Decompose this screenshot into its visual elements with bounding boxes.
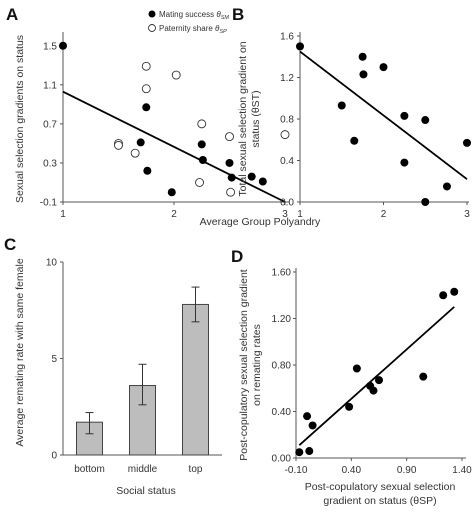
panel-d-ytick-label: 1.20 xyxy=(272,314,292,325)
panel-d-point xyxy=(375,376,383,385)
panel-a-mating-point xyxy=(167,188,176,197)
panel-b-ytick-label: 0.4 xyxy=(280,156,294,167)
panel-d-point xyxy=(439,291,448,300)
panel-b-trendline xyxy=(299,50,468,180)
panel-c-ytick-label: 5 xyxy=(51,354,57,365)
panel-d-xtick-label: -0.10 xyxy=(285,465,308,476)
panel-a-paternity-point xyxy=(141,84,151,94)
panel-b-ytick-label: 0.0 xyxy=(280,198,294,209)
panel-b-ytick-label: 1.6 xyxy=(280,32,294,43)
panel-d-ytick-label: 0.80 xyxy=(272,361,292,372)
panel-a-mating-point xyxy=(143,166,152,175)
panel-b-point xyxy=(296,42,304,51)
panel-a-mating-point xyxy=(142,103,151,112)
panel-a-mating-point xyxy=(198,156,207,165)
panel-b-y-axis-label-line1: Total sexual selection gradient on xyxy=(237,41,249,196)
panel-d-point xyxy=(295,448,304,457)
panel-a-paternity-point xyxy=(197,119,207,129)
panel-b-point xyxy=(350,136,359,145)
panel-a-paternity-point xyxy=(171,70,181,80)
panel-d-point xyxy=(352,364,361,373)
panel-b-point xyxy=(400,111,409,120)
panel-b-point xyxy=(421,198,430,206)
panel-a-xtick-label: 3 xyxy=(282,209,288,220)
panel-b-point xyxy=(421,116,430,125)
panel-c-ytick-label: 10 xyxy=(46,258,58,269)
panel-a-y-axis-label: Sexual selection gradients on status xyxy=(14,35,26,203)
panel-a-ytick-label: 1.1 xyxy=(43,80,57,91)
panel-d-xtick-label: 1.40 xyxy=(452,465,472,476)
panel-d-y-axis-label-line1: Post-copulatory sexual selection gradien… xyxy=(238,269,250,461)
panel-b-xtick-label: 1 xyxy=(297,209,303,220)
panel-d-x-axis-label-line2: gradient on status (θSP) xyxy=(323,495,436,507)
panel-a-legend-paternity-label: Paternity share θSP xyxy=(159,24,227,35)
panel-b-point xyxy=(337,101,346,110)
panel-a-mating-point xyxy=(225,158,234,167)
panel-c-category-label: top xyxy=(189,464,203,475)
panel-b-point xyxy=(379,63,388,72)
panel-a-mating-point xyxy=(258,177,267,186)
panel-d-letter: D xyxy=(231,247,243,266)
panel-b-point xyxy=(463,138,471,147)
panel-d-point xyxy=(419,372,428,381)
panel-a-ytick-label: 0.7 xyxy=(43,119,57,130)
panel-b-point xyxy=(442,182,451,191)
panel-c-bar xyxy=(182,303,209,456)
panel-c-letter: C xyxy=(4,235,16,254)
panel-a-mating-point xyxy=(227,173,236,182)
panel-b-ytick-label: 0.8 xyxy=(280,115,294,126)
panel-a-paternity-point xyxy=(130,148,140,158)
panel-d-point xyxy=(450,287,459,296)
panel-d-y-axis-label-line2: on remating rates xyxy=(251,324,263,406)
panel-a-mating-point xyxy=(136,138,145,147)
panel-d-xtick-label: 0.40 xyxy=(342,465,362,476)
panel-a-ytick-label: 1.5 xyxy=(43,41,57,52)
panel-a-paternity-point xyxy=(225,132,234,142)
panel-c-x-axis-label: Social status xyxy=(116,485,176,497)
panel-a-legend-mating-marker xyxy=(148,10,156,18)
panel-d-xtick-label: 0.90 xyxy=(397,465,417,476)
panel-a-xtick-label: 1 xyxy=(60,209,66,220)
panel-d-ytick-label: 0.00 xyxy=(272,454,292,465)
panel-a-paternity-point xyxy=(195,178,204,187)
panel-a-legend-paternity-marker xyxy=(148,24,156,32)
panel-c-category-label: bottom xyxy=(74,464,105,475)
panel-a-paternity-point xyxy=(114,140,123,150)
panel-a-mating-point xyxy=(247,172,256,181)
panel-d-point xyxy=(345,402,354,411)
panel-a-paternity-point xyxy=(141,61,151,71)
panel-a-x-axis-label: Average Group Polyandry xyxy=(200,216,321,228)
panel-d-point xyxy=(308,421,317,430)
panel-b-point xyxy=(358,52,367,61)
panel-b-y-axis-label-line2: status (θST) xyxy=(250,90,262,147)
panel-d-point xyxy=(303,412,312,421)
panel-a-paternity-point xyxy=(280,130,290,140)
panel-a-ytick-label: -0.1 xyxy=(40,198,58,209)
panel-a-xtick-label: 2 xyxy=(171,209,177,220)
panel-a-mating-point xyxy=(59,41,67,50)
panel-b-ytick-label: 1.2 xyxy=(280,73,294,84)
panel-d-trendline xyxy=(298,306,455,446)
panel-a-trendline xyxy=(62,90,286,203)
panel-a-paternity-point xyxy=(226,187,236,197)
panel-b-point xyxy=(400,158,409,167)
panel-a-legend-mating-label: Mating success θSM xyxy=(159,10,229,21)
panel-d-point xyxy=(369,386,378,395)
panel-c-y-axis-label: Average remating rate with same female xyxy=(14,258,26,446)
panel-d-point xyxy=(305,447,314,456)
panel-a-letter: A xyxy=(6,5,18,24)
panel-d-x-axis-label-line1: Post-copulatory sexual selection xyxy=(305,481,456,493)
panel-d-ytick-label: 0.40 xyxy=(272,407,292,418)
panel-c-category-label: middle xyxy=(128,464,158,475)
panel-b-letter: B xyxy=(232,5,244,24)
panel-d-ytick-label: 1.60 xyxy=(272,268,292,279)
panel-a-mating-point xyxy=(197,140,206,149)
panel-b-point xyxy=(359,70,368,79)
panel-a-ytick-label: 0.3 xyxy=(43,158,57,169)
panel-c-ytick-label: 0 xyxy=(51,451,57,462)
panel-b-xtick-label: 2 xyxy=(381,209,387,220)
panel-b-xtick-label: 3 xyxy=(464,209,470,220)
